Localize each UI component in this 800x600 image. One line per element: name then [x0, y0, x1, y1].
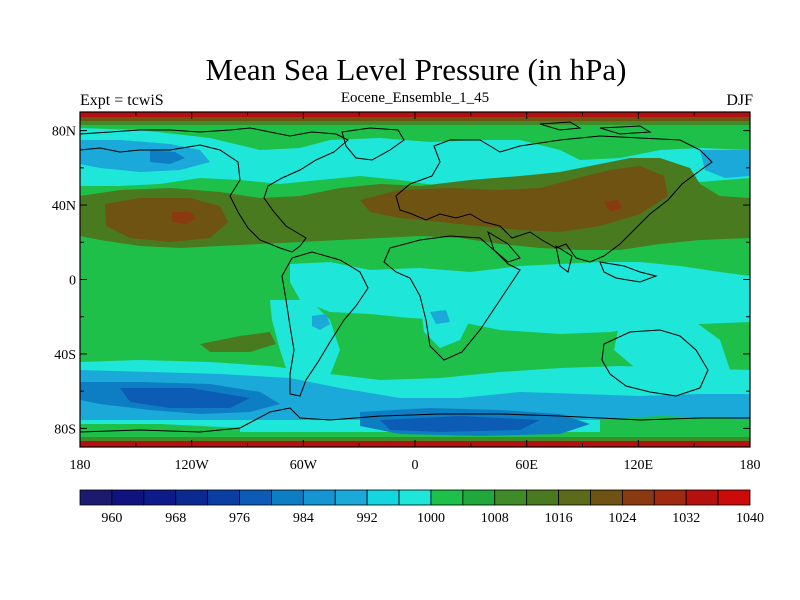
coast-eurasia: [395, 135, 713, 263]
coast-australia: [601, 329, 709, 397]
field-lake-low: [312, 314, 330, 330]
x-tick-label: 60W: [290, 458, 318, 473]
colorbar-box: [239, 489, 272, 506]
colorbar-box: [494, 489, 528, 506]
season-label: DJF: [726, 92, 753, 109]
y-tick-label: 40S: [54, 348, 76, 363]
coast-arctic-islands: [539, 121, 652, 135]
pressure-field: [80, 112, 750, 447]
colorbar-box: [653, 489, 687, 506]
colorbar-box: [685, 489, 719, 506]
colorbar-label: 960: [101, 511, 122, 526]
field-antarctic-green-west: [80, 424, 240, 436]
colorbar-box: [79, 489, 113, 506]
colorbar-box: [621, 489, 655, 506]
colorbar-box: [143, 489, 177, 506]
field-east-pacific-high: [200, 332, 276, 352]
x-tick-label: 0: [412, 458, 419, 473]
colorbar-label: 984: [293, 511, 314, 526]
axis-ticks: 180 120W 60W 0 60E 120E 180 80N 40N 0 40S 80S: [52, 112, 761, 473]
colorbar-label: 1000: [417, 511, 445, 526]
field-asian-high-core: [604, 200, 622, 212]
x-tick-label: 120E: [624, 458, 654, 473]
field-pacific-high: [105, 198, 228, 242]
coast-africa: [383, 235, 521, 361]
colorbar-box: [271, 489, 304, 506]
coastlines: [80, 121, 750, 433]
field-south-africa-trough: [420, 298, 470, 348]
y-tick-label: 40N: [52, 199, 76, 214]
colorbar-box: [366, 489, 400, 506]
colorbar-box: [526, 489, 559, 506]
colorbar-label: 1008: [481, 511, 509, 526]
field-pacific-high-core: [172, 212, 196, 224]
field-australia-trough: [614, 318, 730, 380]
coast-arabia: [487, 230, 521, 263]
field-aleutian-low-core: [150, 150, 185, 164]
colorbar-box: [302, 489, 336, 506]
y-tick-label: 0: [69, 274, 76, 289]
coast-antarctica: [80, 407, 750, 433]
y-tick-label: 80N: [52, 125, 76, 140]
colorbar-box: [175, 489, 209, 506]
x-tick-label: 60E: [515, 458, 538, 473]
colorbar-label: 968: [165, 511, 186, 526]
x-tick-label: 180: [70, 458, 91, 473]
map-title: Mean Sea Level Pressure (in hPa): [205, 52, 627, 87]
field-north-edge-olive: [80, 121, 750, 125]
experiment-label: Expt = tcwiS: [80, 92, 164, 109]
colorbar-box: [398, 489, 432, 506]
colorbar-label: 976: [229, 511, 250, 526]
field-antarctic-green: [600, 416, 750, 436]
x-tick-label: 180: [740, 458, 761, 473]
coast-north-america: [80, 127, 349, 253]
colorbar-box: [430, 489, 464, 506]
colorbar-label: 992: [357, 511, 378, 526]
x-tick-label: 120W: [175, 458, 210, 473]
field-indian-low: [430, 310, 450, 324]
field-southern-ocean-core: [120, 388, 250, 408]
field-south-edge-olive: [80, 437, 750, 441]
coast-south-america: [281, 251, 369, 397]
colorbar-box: [590, 489, 623, 506]
colorbar-label: 1032: [672, 511, 700, 526]
field-southern-lowpressure-belt: [290, 262, 750, 334]
field-aleutian-low: [80, 140, 210, 172]
coast-greenland: [341, 127, 405, 161]
colorbar: 960 968 976 984 992 1000 1008 1016 1024 1032 1040: [79, 489, 764, 526]
colorbar-label: 1024: [608, 511, 636, 526]
colorbar-box: [334, 489, 368, 506]
ensemble-label: Eocene_Ensemble_1_45: [340, 90, 490, 106]
colorbar-box: [207, 489, 240, 506]
field-south-indian-core: [380, 416, 540, 432]
colorbar-box: [558, 489, 591, 506]
y-tick-label: 80S: [54, 422, 76, 437]
colorbar-label: 1040: [736, 511, 764, 526]
colorbar-box: [111, 489, 145, 506]
colorbar-label: 1016: [545, 511, 573, 526]
colorbar-box: [717, 489, 751, 506]
colorbar-box: [462, 489, 496, 506]
field-north-atlantic-low: [700, 150, 750, 178]
coast-india: [555, 244, 573, 273]
coast-se-asia: [599, 261, 658, 283]
